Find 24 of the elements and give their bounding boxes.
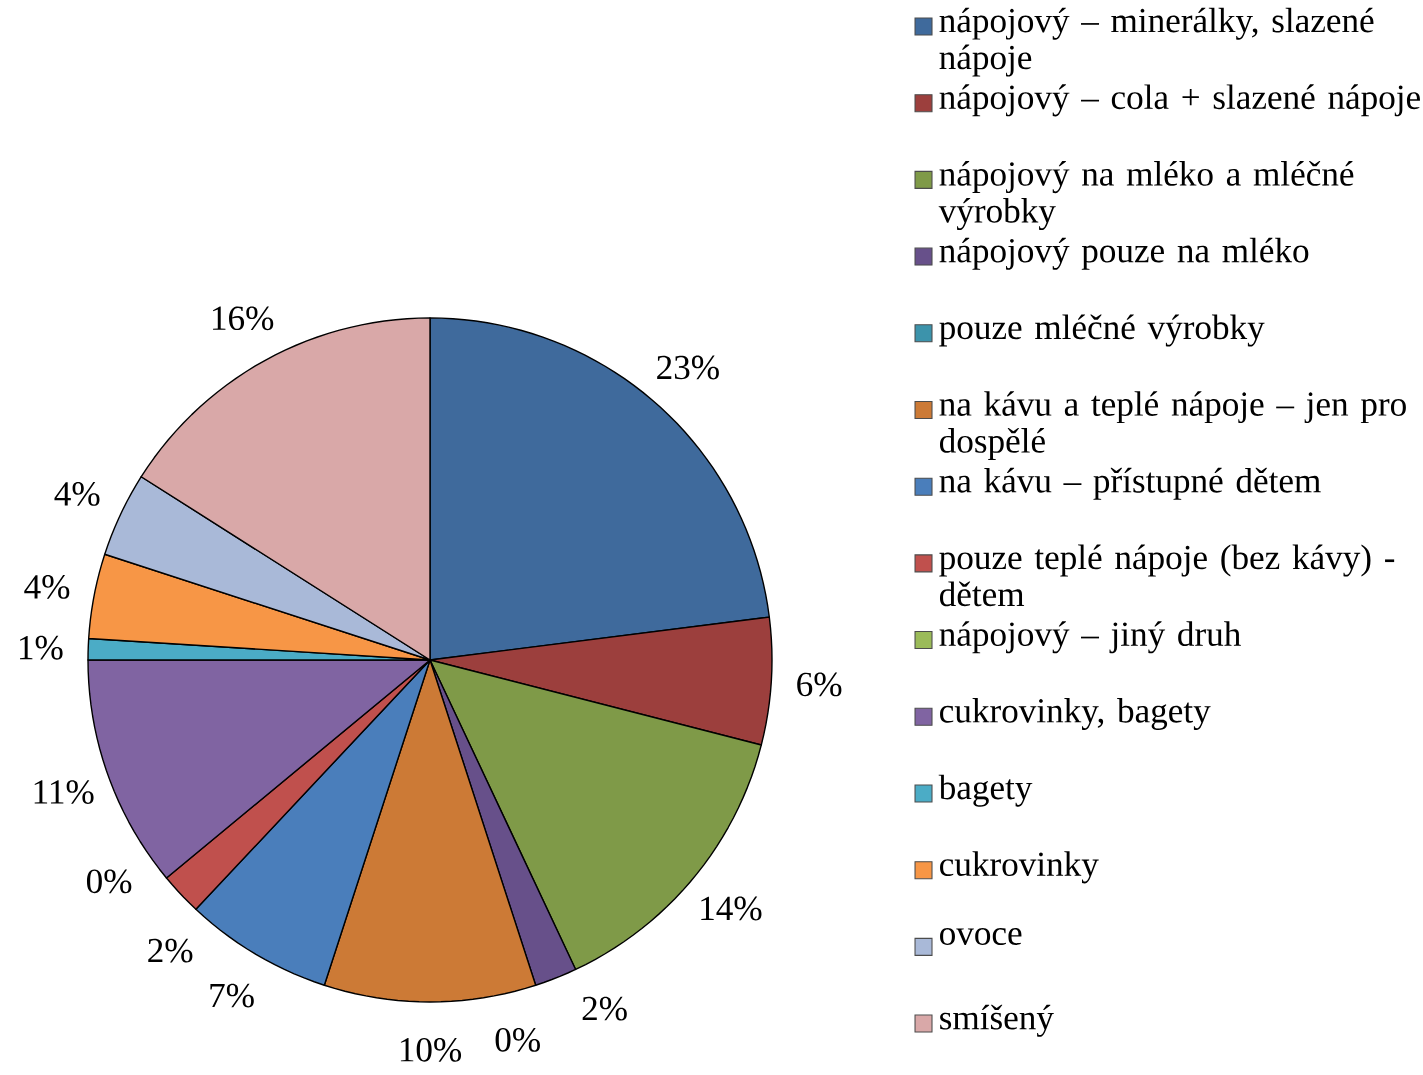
data-label: 4% xyxy=(54,482,100,506)
text: 0% xyxy=(86,869,132,894)
data-label: 10% xyxy=(400,1037,462,1062)
legend-label: pouze mléčné výrobky xyxy=(939,314,1265,347)
legend-label: cukrovinky xyxy=(940,851,1099,884)
data-label: 2% xyxy=(582,996,627,1021)
data-label: 23% xyxy=(657,355,719,380)
legend-label: nápojový pouze na mléko xyxy=(939,237,1309,270)
data-label: 7% xyxy=(210,983,254,1008)
data-label: 16% xyxy=(213,306,274,331)
data-label: 1% xyxy=(19,635,63,660)
data-label: 14% xyxy=(701,896,762,921)
data-label: 6% xyxy=(797,672,842,697)
data-label: 11% xyxy=(34,780,94,804)
legend-label: cukrovinky, bagety xyxy=(940,697,1211,730)
data-label: 4% xyxy=(24,575,70,599)
legend-label: smíšený xyxy=(940,1004,1054,1037)
data-label: 2% xyxy=(148,938,193,963)
legend-label: na kávu – přístupné dětem xyxy=(939,467,1321,500)
legend-label: ovoce xyxy=(940,928,1022,945)
legend-label: bagety xyxy=(938,774,1033,807)
text: 0% xyxy=(495,1027,540,1052)
legend-label: nápojový – cola + slazené nápoje xyxy=(939,84,1420,117)
legend-label: nápojový – jiný druh xyxy=(939,621,1241,654)
